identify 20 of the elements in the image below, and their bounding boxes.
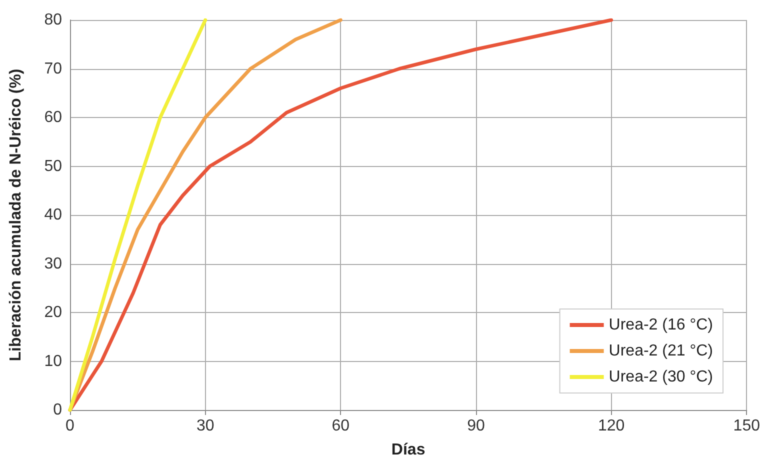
y-tick-label: 10 [44, 352, 62, 370]
x-tick-label: 90 [467, 418, 485, 434]
y-tick-label: 0 [53, 402, 62, 418]
y-tick-label: 60 [44, 109, 62, 126]
y-tick-label: 20 [44, 304, 62, 321]
y-axis-title: Liberación acumulada de N-Uréico (%) [8, 68, 24, 362]
x-tick-label: 60 [332, 418, 350, 434]
y-tick-label: 70 [44, 60, 62, 78]
legend-label: Urea-2 (21 °C) [608, 342, 713, 360]
y-tick-label: 30 [44, 255, 62, 272]
y-tick-label: 80 [44, 12, 62, 28]
y-tick-label: 40 [44, 206, 62, 224]
x-tick-label: 0 [66, 418, 75, 434]
x-tick-label: 150 [733, 418, 760, 434]
x-axis-title: Días [391, 442, 426, 458]
y-tick-label: 50 [44, 158, 62, 175]
legend-label: Urea-2 (30 °C) [608, 368, 713, 386]
x-tick-label: 120 [598, 418, 625, 434]
x-tick-label: 30 [196, 418, 214, 434]
legend-label: Urea-2 (16 °C) [608, 316, 713, 334]
